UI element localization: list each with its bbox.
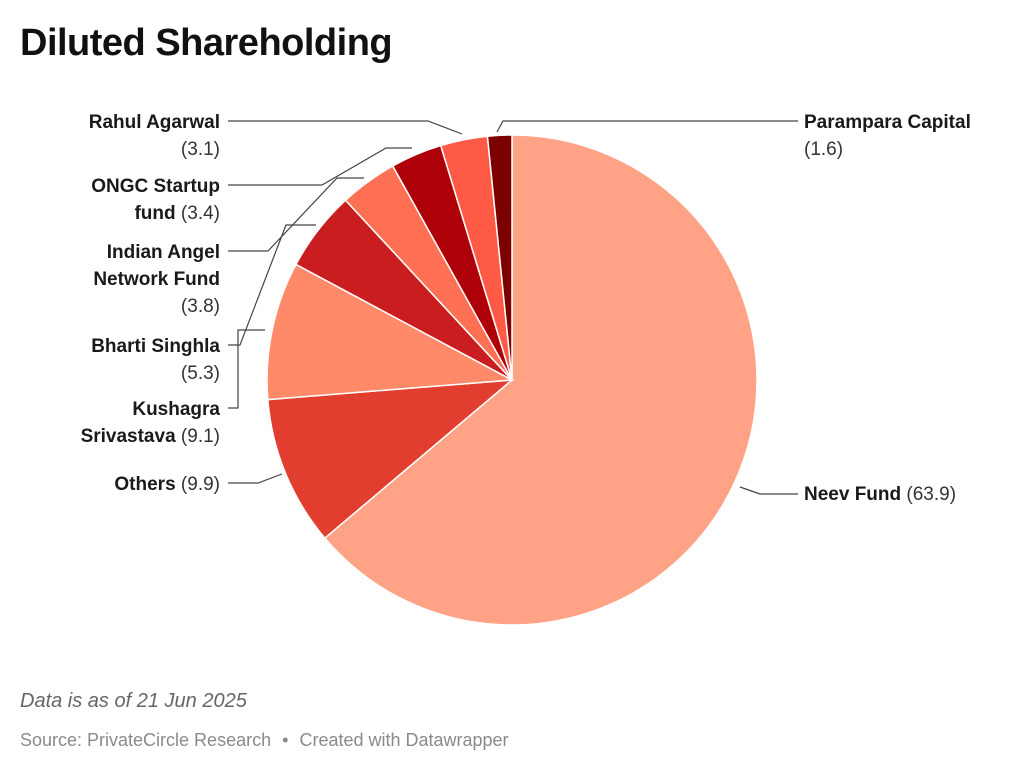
- leader-line-indian-angel-network-fund: [228, 177, 364, 252]
- label-parampara-capital: Parampara Capital (1.6): [804, 112, 971, 160]
- leader-lines: [228, 120, 798, 495]
- leader-line-parampara-capital: [496, 120, 798, 133]
- label-value: (3.4): [176, 203, 220, 224]
- pie-slices: [266, 134, 758, 626]
- slice-labels: Neev Fund (63.9) Others (9.9) Kushagra Sriv…: [81, 112, 971, 505]
- label-indian-angel-network-fund: Indian Angel Network Fund (3.8): [93, 242, 220, 317]
- leader-line-kushagra-srivastava: [228, 329, 265, 409]
- source-text: Source: PrivateCircle Research: [20, 730, 272, 750]
- label-name-line: Neev Fund: [804, 484, 901, 505]
- label-name-line: Bharti Singhla: [91, 336, 220, 357]
- label-name-line: Others: [114, 474, 175, 495]
- created-with-text: Created with Datawrapper: [299, 730, 509, 750]
- chart-footer: Source: PrivateCircle Research • Created…: [20, 730, 509, 751]
- footer-separator: •: [282, 730, 289, 750]
- leader-line-rahul-agarwal: [228, 120, 463, 135]
- label-name-line: Kushagra: [132, 399, 220, 420]
- label-neev-fund: Neev Fund (63.9): [804, 484, 956, 505]
- label-value: (9.9): [176, 474, 220, 495]
- label-bharti-singhla: Bharti Singhla (5.3): [91, 336, 220, 384]
- leader-line-ongc-startup-fund: [228, 147, 412, 186]
- leader-line-bharti-singhla: [228, 224, 316, 346]
- label-name-line: Network Fund: [93, 269, 220, 290]
- label-name-line: Parampara Capital: [804, 112, 971, 133]
- label-name-line: Indian Angel: [107, 242, 220, 263]
- slice-parampara-capital: [486, 134, 513, 381]
- label-others: Others (9.9): [114, 474, 220, 495]
- label-name-line: ONGC Startup: [91, 176, 220, 197]
- label-name-line: Srivastava: [81, 426, 177, 447]
- chart-notes: Data is as of 21 Jun 2025: [20, 690, 247, 712]
- slice-kushagra-srivastava: [266, 263, 515, 401]
- label-value: (5.3): [181, 363, 220, 384]
- label-name-line: Rahul Agarwal: [89, 112, 220, 133]
- label-value: (9.1): [176, 426, 220, 447]
- label-value: (3.1): [181, 139, 220, 160]
- chart-title: Diluted Shareholding: [20, 22, 393, 64]
- slice-neev-fund: [323, 134, 758, 626]
- leader-line-neev-fund: [739, 486, 798, 495]
- label-kushagra-srivastava: Kushagra Srivastava (9.1): [81, 399, 221, 447]
- label-ongc-startup-fund: ONGC Startup fund (3.4): [91, 176, 220, 224]
- label-value: (63.9): [901, 484, 956, 505]
- label-value: (1.6): [804, 139, 843, 160]
- pie-chart: Neev Fund (63.9) Others (9.9) Kushagra Sriv…: [81, 112, 971, 626]
- label-value: (3.8): [181, 296, 220, 317]
- leader-line-others: [228, 473, 283, 484]
- label-name-line: fund: [134, 203, 175, 224]
- label-rahul-agarwal: Rahul Agarwal (3.1): [89, 112, 220, 160]
- slice-others: [266, 379, 515, 540]
